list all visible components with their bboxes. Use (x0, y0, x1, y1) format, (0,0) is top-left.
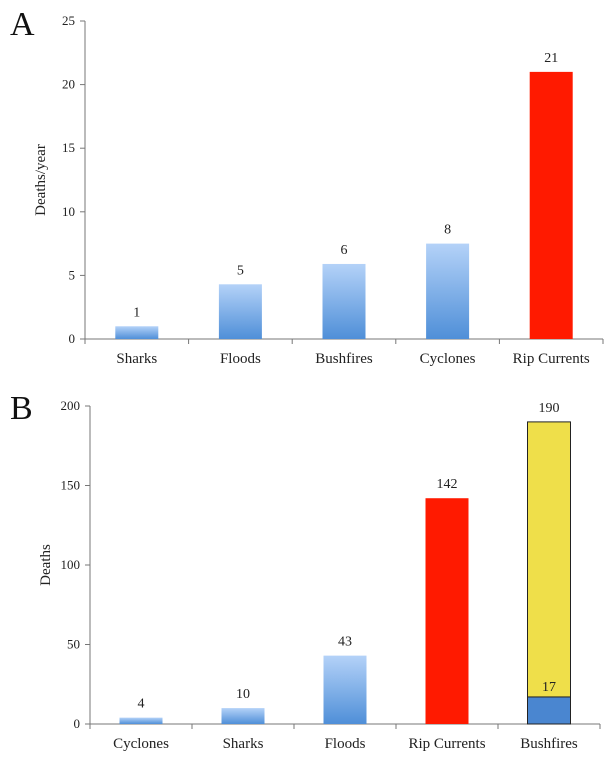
chart-b-svg: 0 50 100 150 200 Deaths 4 Cyclones 10 Sharks 43 Flo… (38, 398, 601, 752)
y-tick-label: 100 (61, 557, 81, 572)
category-label: Floods (220, 351, 261, 367)
value-label: 21 (544, 51, 558, 66)
stacked-lower-value-label: 17 (542, 680, 556, 695)
category-label: Sharks (223, 736, 264, 752)
value-label: 10 (236, 687, 250, 702)
category-label: Bushfires (315, 351, 373, 367)
category-label: Rip Currents (513, 351, 590, 367)
value-label: 6 (341, 243, 348, 258)
category-label: Cyclones (113, 736, 169, 752)
y-axis-title: Deaths/year (33, 144, 49, 216)
chart-a-svg: 0 5 10 15 20 25 Deaths/year 1 Sharks 5 Floods 6 Bush… (33, 13, 604, 367)
category-label: Sharks (116, 351, 157, 367)
bar-bushfires-lower (527, 696, 571, 725)
category-label: Bushfires (520, 736, 578, 752)
value-label: 4 (138, 697, 145, 712)
category-label: Floods (325, 736, 366, 752)
value-label: 190 (539, 401, 560, 416)
bar-sharks (221, 708, 265, 724)
chart-panel-a: A 0 5 10 15 20 25 Deaths/year 1 Sharks 5 Floods 6 Bu… (10, 6, 604, 367)
y-tick-label: 200 (61, 398, 81, 413)
bar-cyclones (119, 717, 163, 724)
bar-bushfires (322, 263, 366, 339)
y-tick-label: 150 (61, 478, 81, 493)
y-tick-label: 20 (62, 77, 75, 92)
y-tick-label: 15 (62, 140, 75, 155)
bar-floods (218, 284, 262, 339)
value-label: 142 (437, 477, 458, 492)
value-label: 43 (338, 635, 352, 650)
y-tick-label: 25 (62, 13, 75, 28)
value-label: 5 (237, 263, 244, 278)
y-tick-label: 5 (69, 267, 76, 282)
y-tick-label: 0 (74, 716, 81, 731)
bar-cyclones (426, 243, 470, 339)
category-label: Rip Currents (408, 736, 485, 752)
value-label: 1 (133, 305, 140, 320)
panel-label-b: B (10, 390, 33, 427)
bar-floods (323, 655, 367, 724)
category-label: Cyclones (420, 351, 476, 367)
bar-sharks (115, 326, 159, 339)
bar-rip-currents (425, 498, 469, 724)
y-tick-label: 50 (67, 637, 80, 652)
bar-rip-currents (529, 71, 573, 339)
bar-bushfires-upper (527, 421, 571, 698)
y-tick-label: 0 (69, 331, 76, 346)
panel-label-a: A (10, 6, 35, 43)
value-label: 8 (444, 223, 451, 238)
y-axis-title: Deaths (38, 544, 54, 586)
chart-panel-b: B 0 50 100 150 200 Deaths 4 Cyclones 10 Sharks 43 F… (0, 380, 608, 757)
y-tick-label: 10 (62, 204, 75, 219)
